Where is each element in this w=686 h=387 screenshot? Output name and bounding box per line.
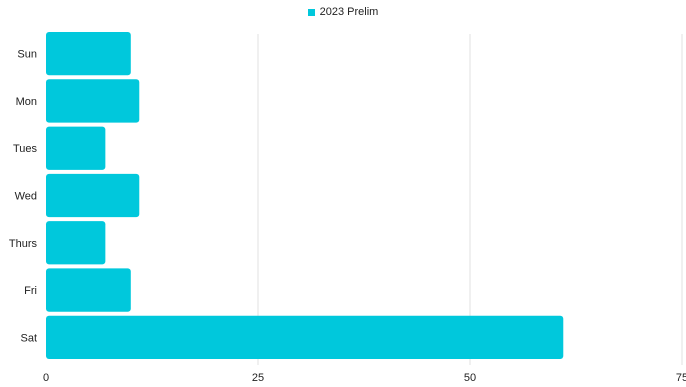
- legend-label: 2023 Prelim: [319, 6, 379, 18]
- bar: [46, 126, 106, 170]
- y-tick-label: Mon: [16, 96, 37, 108]
- legend: 2023 Prelim: [0, 6, 686, 18]
- y-tick-label: Sun: [17, 49, 37, 61]
- y-tick-label: Sat: [20, 332, 37, 344]
- x-tick-label: 50: [464, 372, 476, 384]
- x-tick-label: 0: [43, 372, 49, 384]
- bar: [46, 32, 131, 76]
- x-tick-label: 25: [252, 372, 264, 384]
- bar: [46, 221, 106, 265]
- y-tick-label: Wed: [15, 191, 37, 203]
- bar: [46, 268, 131, 312]
- y-tick-label: Thurs: [9, 238, 38, 250]
- bar: [46, 315, 564, 359]
- bar: [46, 79, 140, 123]
- x-tick-label: 75: [676, 372, 686, 384]
- y-tick-label: Fri: [24, 285, 37, 297]
- legend-swatch: [307, 8, 315, 16]
- y-tick-label: Tues: [13, 143, 38, 155]
- bar: [46, 173, 140, 218]
